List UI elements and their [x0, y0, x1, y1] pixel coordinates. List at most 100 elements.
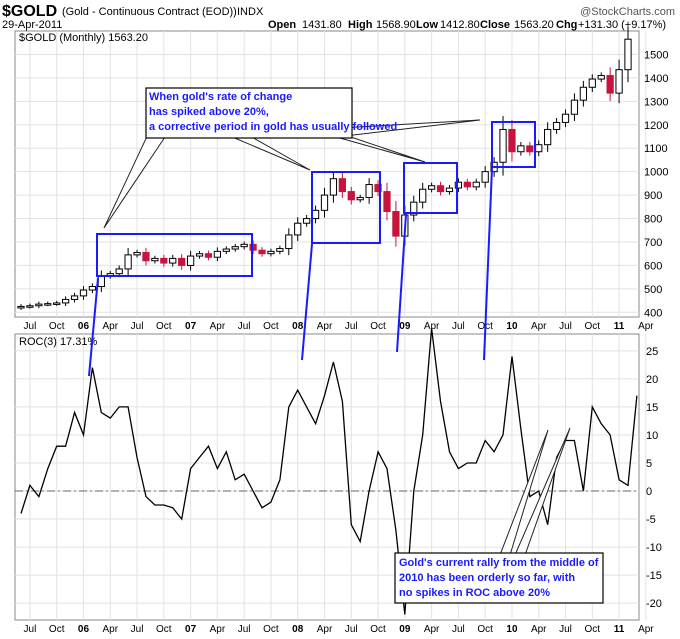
roc-xtick-label: 06 — [78, 624, 90, 635]
price-ytick-label: 1500 — [644, 49, 668, 61]
exchange-label: INDX — [237, 6, 264, 18]
callout-bottom-text: Gold's current rally from the middle of … — [399, 557, 602, 599]
svg-text:+131.30 (+9.17%): +131.30 (+9.17%) — [578, 19, 666, 31]
price-candle — [481, 166, 489, 188]
price-ytick-label: 700 — [644, 237, 662, 249]
roc-xtick-label: Jul — [238, 624, 251, 635]
price-xtick-label: 10 — [506, 321, 518, 332]
price-candle — [579, 80, 587, 107]
connector-2010 — [483, 167, 493, 361]
price-candle — [294, 217, 302, 241]
price-xtick-label: Apr — [102, 321, 118, 332]
roc-xtick-label: 09 — [399, 624, 411, 635]
price-xtick-label: 11 — [614, 321, 625, 332]
roc-ytick-label: -5 — [646, 514, 656, 526]
roc-xtick-label: Jul — [345, 624, 358, 635]
roc-xtick-label: Oct — [370, 624, 386, 635]
roc-ytick-label: -20 — [646, 598, 662, 610]
roc-xtick-label: 07 — [185, 624, 197, 635]
price-candle — [231, 243, 239, 252]
roc-ytick-label: 25 — [646, 346, 658, 358]
price-xtick-label: 09 — [399, 321, 411, 332]
price-candle — [329, 171, 338, 203]
price-candle — [53, 300, 61, 306]
roc-xtick-label: Apr — [210, 624, 226, 635]
svg-text:1563.20: 1563.20 — [514, 19, 554, 31]
roc-ytick-label: 0 — [646, 486, 652, 498]
price-xtick-label: Oct — [49, 321, 65, 332]
price-xtick-label: Jul — [131, 321, 144, 332]
roc-xtick-label: Apr — [424, 624, 440, 635]
price-xtick-label: 06 — [78, 321, 90, 332]
price-candle — [285, 228, 293, 256]
svg-text:1568.90: 1568.90 — [376, 19, 416, 31]
connector-2008 — [301, 243, 313, 361]
price-candle — [79, 286, 88, 300]
price-xtick-label: Jul — [24, 321, 37, 332]
price-candle — [615, 59, 623, 104]
roc-xtick-label: Jul — [24, 624, 37, 635]
callout-bottom: Gold's current rally from the middle of … — [394, 552, 604, 604]
highlight-box-2008 — [311, 171, 381, 244]
roc-ytick-label: 10 — [646, 430, 658, 442]
price-candle — [606, 67, 614, 102]
roc-panel-frame — [14, 333, 640, 621]
price-xtick-label: Apr — [638, 321, 654, 332]
price-candle — [178, 254, 186, 270]
svg-text:High: High — [348, 19, 373, 31]
price-candle — [311, 205, 320, 224]
price-candle — [303, 215, 311, 227]
highlight-box-2009 — [403, 162, 458, 214]
price-xtick-label: Apr — [317, 321, 333, 332]
symbol-title: $GOLD — [2, 3, 57, 20]
price-candle — [365, 178, 373, 204]
roc-xtick-label: Apr — [102, 624, 118, 635]
price-legend: $GOLD (Monthly) 1563.20 — [19, 32, 148, 44]
roc-legend: ROC(3) 17.31% — [19, 336, 97, 348]
callout-top-text: When gold's rate of change has spiked ab… — [149, 91, 397, 133]
price-candle — [204, 250, 213, 261]
price-xtick-label: 07 — [185, 321, 197, 332]
price-xtick-label: Oct — [156, 321, 172, 332]
svg-text:1412.80: 1412.80 — [440, 19, 480, 31]
roc-xtick-label: Oct — [49, 624, 65, 635]
roc-xtick-label: Jul — [559, 624, 572, 635]
roc-ytick-label: -10 — [646, 542, 662, 554]
callout-top-pointers — [103, 119, 481, 229]
price-candle — [427, 182, 436, 193]
price-candle — [410, 195, 418, 222]
price-candle — [472, 178, 480, 191]
price-candle — [88, 283, 97, 294]
highlight-boxes — [96, 121, 536, 277]
price-candle — [186, 250, 195, 271]
svg-text:Open: Open — [268, 19, 296, 31]
roc-ytick-label: 20 — [646, 374, 658, 386]
price-ytick-label: 800 — [644, 214, 662, 226]
roc-ytick-label: -15 — [646, 570, 662, 582]
price-xtick-label: 08 — [292, 321, 304, 332]
svg-text:Low: Low — [416, 19, 438, 31]
price-candle — [133, 249, 141, 258]
price-candle — [499, 116, 507, 176]
svg-text:1431.80: 1431.80 — [302, 19, 342, 31]
roc-xtick-label: Apr — [317, 624, 333, 635]
price-ytick-label: 1200 — [644, 120, 668, 132]
roc-xtick-label: Oct — [263, 624, 279, 635]
price-ytick-label: 400 — [644, 307, 662, 319]
price-candle — [169, 254, 177, 267]
price-candle — [124, 248, 132, 276]
price-candle — [213, 247, 222, 262]
price-xtick-label: Jul — [238, 321, 251, 332]
roc-xtick-label: 11 — [614, 624, 625, 635]
date-label: 29-Apr-2011 — [2, 19, 62, 31]
svg-text:Close: Close — [480, 19, 510, 31]
price-candle — [338, 172, 346, 198]
price-candle — [258, 247, 266, 257]
price-candle — [320, 187, 329, 218]
price-candle — [222, 246, 230, 255]
price-candle — [570, 93, 579, 122]
roc-ytick-label: 5 — [646, 458, 652, 470]
price-xtick-label: Oct — [263, 321, 279, 332]
price-candle — [436, 181, 445, 196]
